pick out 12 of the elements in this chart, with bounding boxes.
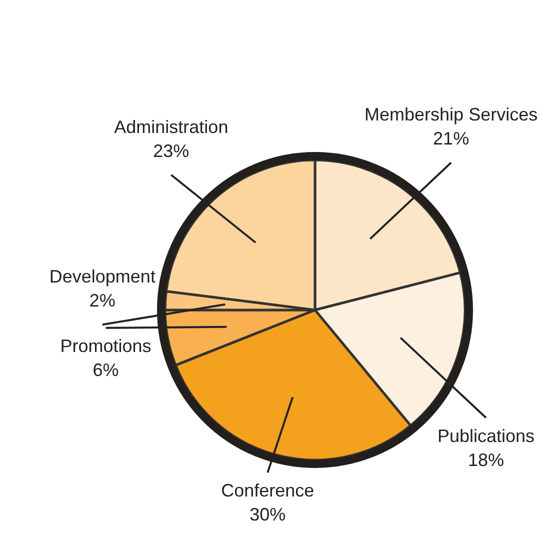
data-label: 18% [468,450,504,470]
data-label: 21% [433,128,470,149]
data-label: 2% [89,290,116,311]
slice-label: Development [49,266,156,287]
slice-label: Membership Services [364,104,538,125]
slice-label: Conference [221,480,314,501]
data-label: 23% [153,140,190,161]
data-label: 6% [92,360,119,380]
slice-label: Publications [437,426,535,446]
slice-label: Promotions [60,336,152,356]
slice-label: Administration [114,116,228,137]
data-label: 30% [250,504,286,525]
